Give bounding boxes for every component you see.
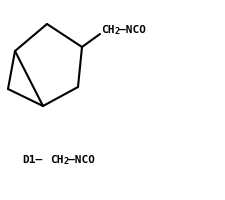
Text: —NCO: —NCO xyxy=(119,25,146,35)
Text: CH: CH xyxy=(50,154,63,164)
Text: CH: CH xyxy=(101,25,115,35)
Text: 2: 2 xyxy=(63,157,68,166)
Text: 2: 2 xyxy=(114,27,119,36)
Text: D1—: D1— xyxy=(22,154,42,164)
Text: —NCO: —NCO xyxy=(68,154,95,164)
